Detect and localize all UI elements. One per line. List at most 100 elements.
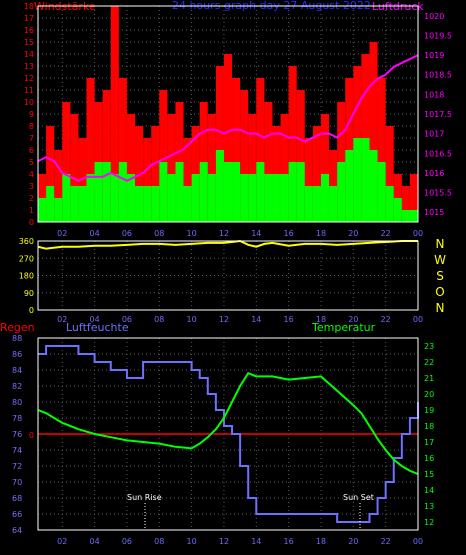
wind-avg-bar — [264, 174, 273, 222]
wind-gust-bar — [126, 114, 136, 222]
climate-x-tick-label: 22 — [381, 537, 391, 546]
pressure-y-ticks: 1015 1015.5 1016 1016.5 1017 1017.5 1018 1018.5… — [424, 12, 452, 217]
temperature-tick-label: 18 — [424, 422, 434, 431]
wind-avg-bar — [167, 174, 176, 222]
wind-gust-bar — [401, 186, 410, 222]
direction-x-tick-label: 16 — [284, 315, 294, 324]
wind-avg-bar — [304, 186, 313, 222]
humidity-tick-label: 74 — [12, 446, 22, 455]
compass-label: S — [436, 269, 444, 283]
wind-gust-bar — [151, 126, 160, 222]
wind-gust-bar — [248, 114, 257, 222]
wind-avg-bar — [345, 150, 354, 222]
wind-gust-bar — [118, 78, 127, 222]
wind-tick-label: 3 — [29, 182, 34, 191]
temperature-tick-label: 22 — [424, 358, 434, 367]
wind-gust-bar — [207, 114, 216, 222]
wind-gust-bar — [223, 54, 233, 222]
temperature-tick-label: 19 — [424, 406, 434, 415]
wind-avg-bar — [118, 162, 127, 222]
wind-avg-bar — [126, 174, 136, 222]
wind-avg-bar — [393, 198, 402, 222]
humidity-tick-label: 64 — [12, 526, 22, 535]
temperature-tick-label: 15 — [424, 470, 434, 479]
direction-x-tick-label: 10 — [187, 315, 197, 324]
wind-avg-bar — [337, 162, 346, 222]
wind-gust-bar — [54, 150, 63, 222]
wind-x-tick-label: 02 — [57, 229, 67, 238]
wind-avg-bar — [353, 138, 362, 222]
pressure-line — [37, 54, 419, 182]
wind-avg-bar — [401, 210, 410, 222]
wind-avg-bar — [94, 162, 103, 222]
direction-x-tick-label: 18 — [316, 315, 326, 324]
wind-avg-bar — [280, 174, 289, 222]
humidity-tick-label: 72 — [12, 462, 22, 471]
wind-avg-bar — [288, 162, 297, 222]
wind-avg-bars — [38, 138, 418, 222]
wind-gust-bar — [215, 66, 224, 222]
sunrise-label: Sun Rise — [127, 493, 162, 502]
wind-avg-bar — [46, 186, 55, 222]
wind-avg-bar — [232, 162, 241, 222]
humidity-tick-label: 88 — [12, 334, 22, 343]
wind-avg-bar — [248, 174, 257, 222]
wind-gust-bar — [280, 114, 289, 222]
wind-avg-bar — [110, 174, 119, 222]
humidity-tick-label: 86 — [12, 350, 22, 359]
wind-tick-label: 10 — [24, 98, 34, 107]
wind-tick-label: 8 — [29, 122, 34, 131]
temperature-tick-label: 13 — [424, 502, 434, 511]
humidity-y-ticks: 64 66 68 70 72 74 76 78 80 82 84 86 88 — [12, 334, 22, 535]
wind-gust-bar — [377, 78, 386, 222]
humidity-tick-label: 68 — [12, 494, 22, 503]
compass-label: N — [436, 237, 445, 251]
wind-x-tick-label: 08 — [154, 229, 164, 238]
wind-gust-bar — [312, 126, 321, 222]
wind-tick-label: 12 — [24, 74, 34, 83]
pressure-tick-label: 1015 — [424, 208, 444, 217]
wind-avg-bar — [385, 186, 394, 222]
temperature-tick-label: 12 — [424, 518, 434, 527]
humidity-tick-label: 78 — [12, 414, 22, 423]
wind-tick-label: 4 — [29, 170, 34, 179]
humidity-tick-label: 84 — [12, 366, 22, 375]
pressure-tick-label: 1019 — [424, 51, 444, 60]
direction-x-tick-label: 20 — [348, 315, 358, 324]
wind-tick-label: 15 — [24, 38, 34, 47]
wind-gust-bar — [296, 90, 305, 222]
temperature-tick-label: 20 — [424, 390, 434, 399]
wind-x-tick-label: 18 — [316, 229, 326, 238]
wind-gust-bar — [409, 174, 418, 222]
wind-x-tick-label: 06 — [122, 229, 132, 238]
climate-x-tick-label: 14 — [251, 537, 261, 546]
humidity-tick-label: 70 — [12, 478, 22, 487]
wind-gust-bar — [240, 90, 249, 222]
wind-gust-bar — [264, 102, 273, 222]
wind-avg-bar — [183, 186, 192, 222]
wind-gust-bar — [78, 138, 87, 222]
wind-x-tick-label: 00 — [413, 229, 423, 238]
wind-pressure-frame — [37, 5, 419, 223]
sunset-label: Sun Set — [343, 493, 374, 502]
wind-gust-bar — [46, 126, 55, 222]
wind-tick-label: 11 — [24, 86, 34, 95]
wind-gust-bar — [143, 138, 152, 222]
wind-tick-label: 18 — [24, 2, 34, 11]
wind-avg-bar — [312, 186, 321, 222]
direction-x-tick-label: 04 — [90, 315, 100, 324]
wind-tick-label: 9 — [29, 110, 34, 119]
wind-avg-bar — [256, 162, 265, 222]
wind-gust-bar — [385, 126, 394, 222]
wind-gust-bar — [256, 78, 265, 222]
pressure-tick-label: 1017.5 — [424, 110, 452, 119]
direction-tick-label: 90 — [24, 289, 34, 298]
wind-avg-bar — [320, 174, 330, 222]
wind-avg-bar — [70, 186, 79, 222]
pressure-tick-label: 1017 — [424, 130, 444, 139]
wind-avg-bar — [86, 174, 95, 222]
direction-x-tick-label: 00 — [413, 315, 423, 324]
humidity-tick-label: 82 — [12, 382, 22, 391]
humidity-line — [38, 345, 419, 523]
